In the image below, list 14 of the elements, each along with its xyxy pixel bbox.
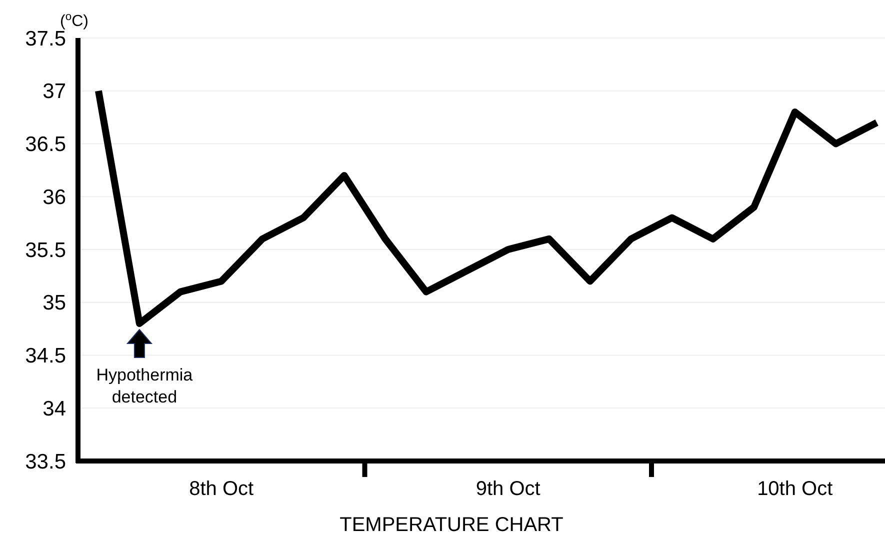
x-axis-title: TEMPERATURE CHART bbox=[340, 514, 564, 536]
y-tick-label: 34 bbox=[42, 397, 66, 420]
y-tick-label: 35 bbox=[42, 292, 66, 315]
annotation: Hypothermia detected bbox=[96, 366, 194, 407]
x-tick-label: 9th Oct bbox=[476, 478, 541, 500]
x-tick-label: 8th Oct bbox=[189, 478, 254, 500]
y-tick-label: 35.5 bbox=[25, 238, 66, 262]
y-axis-title: ($^{o}$C) bbox=[60, 11, 88, 30]
y-tick-label: 34.5 bbox=[25, 344, 66, 368]
x-tick-label: 10th Oct bbox=[757, 478, 834, 500]
y-tick-label: 36 bbox=[42, 186, 66, 209]
y-tick-label: 36.5 bbox=[25, 133, 66, 156]
y-tick-label: 37 bbox=[42, 80, 66, 104]
y-tick-label: 33.5 bbox=[25, 450, 66, 474]
